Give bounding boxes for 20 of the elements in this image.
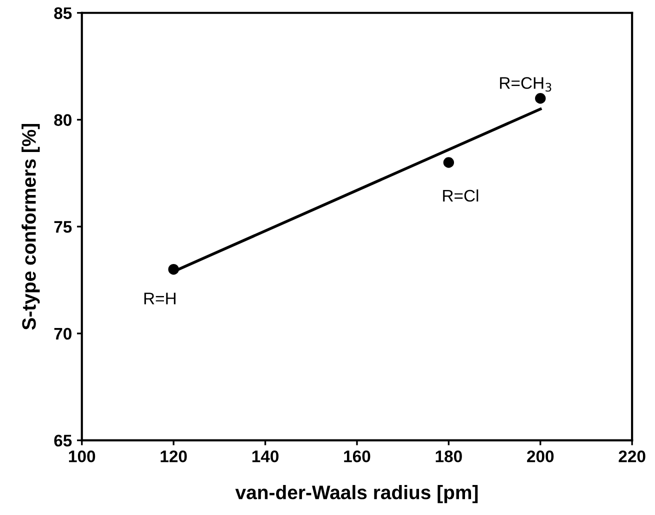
x-tick-label: 100 [69, 450, 96, 462]
y-tick-label: 65 [54, 434, 72, 447]
point [535, 93, 546, 104]
annotation: R=H [144, 292, 176, 304]
point [168, 264, 179, 275]
annotation: R=Cl [443, 189, 478, 202]
point [443, 157, 454, 168]
x-axis-title: van-der-Waals radius [pm] [235, 485, 478, 504]
x-tick-label: 120 [160, 450, 187, 462]
y-tick-label: 80 [54, 114, 72, 126]
x-tick-label: 180 [436, 450, 462, 462]
annotation: R=CH$_{3}$ [500, 77, 552, 92]
x-tick-label: 200 [527, 450, 554, 462]
y-tick-label: 75 [54, 221, 72, 233]
x-tick-label: 220 [618, 450, 646, 462]
x-tick-label: 140 [252, 450, 278, 462]
y-tick-label: 70 [54, 328, 72, 340]
y-tick-label: 85 [54, 7, 72, 20]
y-axis-title: S-type conformers [%] [22, 124, 40, 330]
x-tick-label: 160 [344, 450, 370, 462]
